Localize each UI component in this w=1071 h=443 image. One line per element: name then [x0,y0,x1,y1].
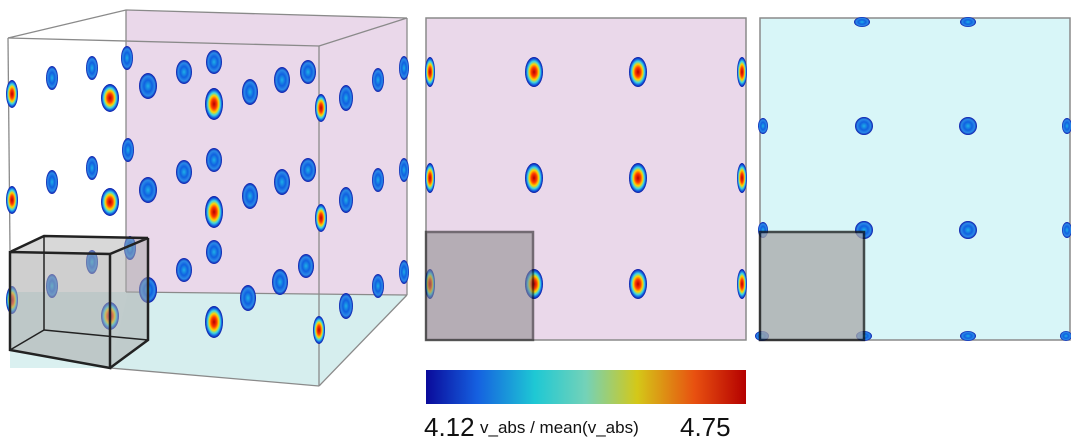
cyan-slice-panel [755,17,1071,342]
colorbar-min-label: 4.12 [424,412,475,442]
cube-3d-view [6,9,409,387]
cube-left-face [8,10,126,292]
cube-floor-face-right [110,292,407,386]
cyan-slice-subregion [758,230,866,342]
colorbar-max-label: 4.75 [680,412,731,442]
pink-slice-subregion [424,230,535,342]
subcube-highlight [8,234,150,370]
colorbar [426,370,746,404]
colorbar-title: v_abs / mean(v_abs) [480,418,639,437]
pink-slice-panel [424,17,747,342]
cube-back-face [126,10,407,295]
